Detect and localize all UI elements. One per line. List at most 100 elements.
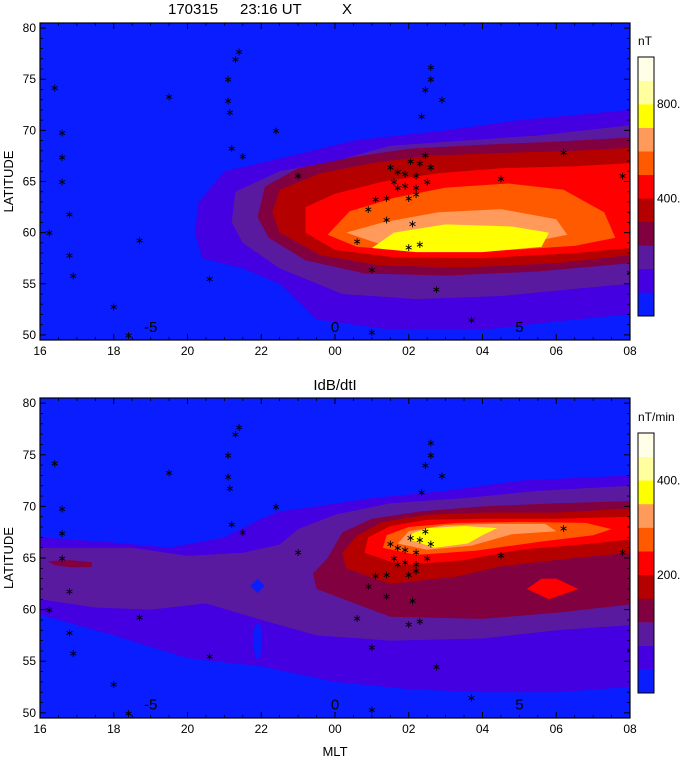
station-marker: ∗ xyxy=(294,170,303,182)
header-time: 23:16 UT xyxy=(240,1,302,18)
station-marker: ∗ xyxy=(353,613,362,625)
contour-level-8 xyxy=(408,526,498,548)
station-marker: ∗ xyxy=(45,605,54,617)
station-marker: ∗ xyxy=(205,274,214,286)
colorbar-swatch xyxy=(638,622,654,647)
colorbar-swatch xyxy=(638,574,654,599)
station-marker: ∗ xyxy=(65,250,74,262)
x-tick-label: 22 xyxy=(255,344,269,358)
x-tick-label: 04 xyxy=(476,344,490,358)
contour-level-0 xyxy=(253,622,262,662)
y-tick-label: 50 xyxy=(23,328,37,342)
station-marker: ∗ xyxy=(367,705,376,717)
x-tick-label: 08 xyxy=(623,722,637,736)
station-marker: ∗ xyxy=(382,570,391,582)
y-tick-label: 60 xyxy=(23,603,37,617)
x-tick-label: 20 xyxy=(181,722,195,736)
contour-level-8 xyxy=(371,224,549,253)
dbdt-panel: ∗∗∗∗∗∗∗∗∗∗∗∗∗∗∗∗∗∗∗∗∗∗∗∗∗∗∗∗∗∗∗∗∗∗∗∗∗∗∗∗… xyxy=(1,377,680,759)
station-marker: ∗ xyxy=(223,450,232,462)
station-marker: ∗ xyxy=(426,539,435,551)
station-marker: ∗ xyxy=(404,193,413,205)
station-marker: ∗ xyxy=(421,150,430,162)
station-marker: ∗ xyxy=(404,242,413,254)
station-marker: ∗ xyxy=(426,62,435,74)
y-tick-label: 60 xyxy=(23,226,37,240)
station-marker: ∗ xyxy=(109,301,118,313)
y-tick-label: 50 xyxy=(23,706,37,720)
contour-level-5 xyxy=(526,578,579,600)
colorbar-swatch xyxy=(638,151,654,176)
station-marker: ∗ xyxy=(386,539,395,551)
station-marker: ∗ xyxy=(437,470,446,482)
contour-level-0 xyxy=(250,578,265,594)
station-marker: ∗ xyxy=(124,330,133,342)
x-tick-label: 04 xyxy=(476,722,490,736)
station-marker: ∗ xyxy=(400,545,409,557)
colorbar-swatch xyxy=(638,669,654,694)
station-marker: ∗ xyxy=(135,235,144,247)
colorbar-swatch xyxy=(638,598,654,623)
y-tick-label: 55 xyxy=(23,654,37,668)
station-marker: ∗ xyxy=(423,177,432,189)
station-marker: ∗ xyxy=(238,151,247,163)
station-marker: ∗ xyxy=(559,147,568,159)
x-tick-label: 06 xyxy=(550,722,564,736)
station-marker: ∗ xyxy=(164,467,173,479)
colorbar-label: 400. xyxy=(657,473,680,487)
x-tick-label: 00 xyxy=(328,344,342,358)
station-marker: ∗ xyxy=(426,437,435,449)
station-marker: ∗ xyxy=(364,204,373,216)
station-marker: ∗ xyxy=(432,284,441,296)
station-marker: ∗ xyxy=(412,547,421,559)
station-marker: ∗ xyxy=(417,487,426,499)
station-marker: ∗ xyxy=(65,209,74,221)
plot-label: 5 xyxy=(515,697,523,714)
station-marker: ∗ xyxy=(467,692,476,704)
colorbar-swatch xyxy=(638,456,654,481)
x-tick-label: 06 xyxy=(550,344,564,358)
colorbar-swatch xyxy=(638,127,654,152)
station-marker: ∗ xyxy=(412,170,421,182)
station-marker: ∗ xyxy=(559,523,568,535)
x-tick-label: 08 xyxy=(623,344,637,358)
station-marker: ∗ xyxy=(69,648,78,660)
station-marker: ∗ xyxy=(400,557,409,569)
contour-level-3 xyxy=(47,560,92,568)
station-marker: ∗ xyxy=(238,527,247,539)
station-marker: ∗ xyxy=(404,570,413,582)
station-marker: ∗ xyxy=(223,74,232,86)
station-marker: ∗ xyxy=(271,501,280,513)
station-marker: ∗ xyxy=(415,616,424,628)
colorbar-swatch xyxy=(638,80,654,105)
colorbar-label: 400. xyxy=(657,191,680,205)
station-marker: ∗ xyxy=(294,547,303,559)
y-tick-label: 65 xyxy=(23,175,37,189)
station-marker: ∗ xyxy=(231,54,240,66)
colorbar-swatch xyxy=(638,551,654,576)
station-marker: ∗ xyxy=(415,534,424,546)
station-marker: ∗ xyxy=(353,236,362,248)
station-marker: ∗ xyxy=(406,532,415,544)
station-marker: ∗ xyxy=(164,92,173,104)
station-marker: ∗ xyxy=(382,214,391,226)
x-tick-label: 22 xyxy=(255,722,269,736)
station-marker: ∗ xyxy=(58,528,67,540)
station-marker: ∗ xyxy=(235,422,244,434)
station-marker: ∗ xyxy=(225,107,234,119)
station-marker: ∗ xyxy=(227,143,236,155)
header-component: X xyxy=(342,1,352,18)
y-tick-label: 75 xyxy=(23,448,37,462)
magnetic-x-panel: ∗∗∗∗∗∗∗∗∗∗∗∗∗∗∗∗∗∗∗∗∗∗∗∗∗∗∗∗∗∗∗∗∗∗∗∗∗∗∗∗… xyxy=(1,21,680,358)
station-marker: ∗ xyxy=(421,526,430,538)
station-marker: ∗ xyxy=(400,181,409,193)
station-marker: ∗ xyxy=(432,661,441,673)
x-tick-label: 16 xyxy=(33,722,47,736)
station-marker: ∗ xyxy=(437,95,446,107)
station-marker: ∗ xyxy=(50,82,59,94)
y-tick-label: 55 xyxy=(23,277,37,291)
station-marker: ∗ xyxy=(412,559,421,571)
station-marker: ∗ xyxy=(58,503,67,515)
station-marker: ∗ xyxy=(69,271,78,283)
colorbar-swatch xyxy=(638,433,654,457)
